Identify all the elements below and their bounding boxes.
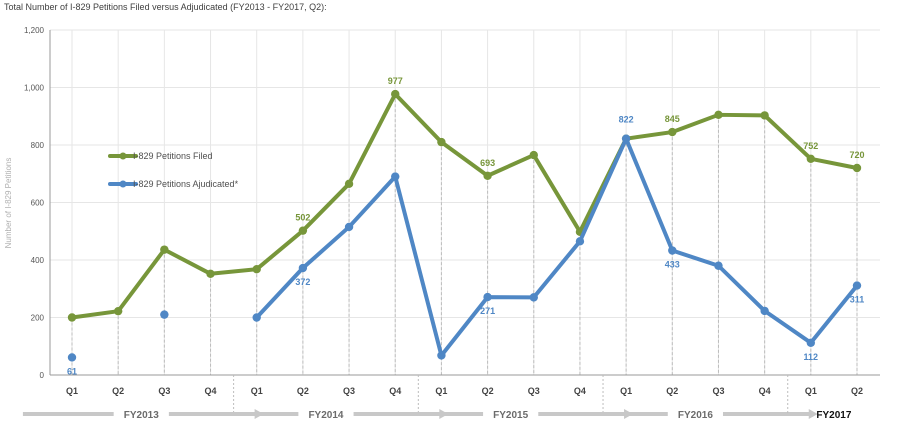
data-label-filed: 845 — [665, 114, 680, 124]
data-label-adjudicated: 433 — [665, 260, 680, 270]
y-tick-label: 400 — [31, 256, 45, 265]
fiscal-year-label: FY2013 — [124, 410, 159, 421]
chart-title: Total Number of I-829 Petitions Filed ve… — [4, 2, 327, 12]
data-point-adjudicated — [529, 293, 538, 302]
y-tick-label: 1,200 — [24, 26, 45, 35]
data-point-adjudicated — [575, 237, 585, 246]
series-line-adjudicated — [254, 136, 859, 358]
data-point-filed — [113, 306, 123, 316]
data-label-adjudicated: 311 — [850, 295, 865, 305]
x-tick-label: Q3 — [343, 386, 355, 396]
x-tick-label: Q1 — [66, 386, 78, 396]
data-label-adjudicated: 372 — [295, 277, 310, 287]
data-label-filed: 977 — [388, 76, 403, 86]
data-point-adjudicated — [483, 292, 492, 302]
fiscal-year-axis: FY2013 FY2014 FY2015 FY2016 FY2017 — [22, 375, 852, 421]
fiscal-year-label: FY2017 — [816, 410, 851, 421]
drop-lines — [71, 94, 858, 375]
data-label-filed: 693 — [480, 158, 495, 168]
y-tick-label: 1,000 — [24, 84, 45, 93]
data-label-adjudicated: 112 — [804, 352, 819, 362]
fiscal-year-label: FY2014 — [308, 410, 343, 421]
data-point-adjudicated — [852, 281, 862, 290]
y-axis-label: Number of I-829 Petitions — [4, 158, 13, 249]
data-label-adjudicated: 271 — [480, 306, 495, 316]
data-label-filed: 502 — [295, 213, 310, 223]
data-point-filed — [252, 265, 261, 274]
data-point-adjudicated — [437, 351, 446, 360]
x-tick-label: Q2 — [112, 386, 124, 396]
x-tick-label: Q1 — [251, 386, 263, 396]
data-point-filed — [206, 269, 215, 278]
data-point-filed — [852, 163, 862, 173]
data-point-filed — [806, 154, 816, 163]
data-point-adjudicated — [806, 338, 816, 347]
x-tick-label: Q3 — [158, 386, 170, 396]
data-point-adjudicated — [714, 261, 723, 270]
data-point-filed — [160, 245, 169, 254]
data-point-filed — [437, 137, 446, 147]
series-layer — [67, 89, 862, 362]
axes: 0 200 400 600 800 1,000 1,200 Q1 Q2 Q3 Q4 Q1 Q2 Q3 Q4 Q… — [24, 26, 880, 396]
x-tick-label: Q2 — [482, 386, 494, 396]
x-tick-label: Q1 — [805, 386, 817, 396]
data-label-filed: 752 — [803, 141, 818, 151]
x-tick-label: Q4 — [759, 386, 771, 396]
x-tick-label: Q3 — [528, 386, 540, 396]
fiscal-year-label: FY2015 — [493, 410, 528, 421]
data-point-adjudicated — [252, 313, 261, 322]
data-point-adjudicated — [67, 353, 77, 362]
data-point-adjudicated — [760, 306, 769, 316]
y-tick-label: 0 — [40, 371, 45, 380]
data-point-filed — [483, 171, 492, 180]
x-tick-label: Q2 — [297, 386, 309, 396]
x-tick-label: Q2 — [851, 386, 863, 396]
data-point-adjudicated — [621, 134, 631, 143]
data-point-filed — [67, 313, 77, 322]
y-tick-label: 600 — [31, 199, 45, 208]
data-point-filed — [529, 150, 538, 160]
data-label-adjudicated: 61 — [67, 366, 77, 376]
legend-entry: I-829 Petitions Ajudicated* — [133, 179, 239, 189]
data-point-adjudicated — [668, 246, 677, 255]
x-tick-label: Q3 — [712, 386, 724, 396]
x-tick-label: Q4 — [574, 386, 586, 396]
data-point-adjudicated — [160, 310, 169, 319]
x-tick-label: Q2 — [666, 386, 678, 396]
series-line-filed — [70, 92, 859, 320]
fiscal-year-label: FY2016 — [678, 410, 713, 421]
data-point-filed — [760, 111, 769, 120]
legend: I-829 Petitions Filed I-829 Petitions Aju… — [108, 151, 239, 189]
data-point-filed — [668, 127, 677, 137]
data-point-filed — [391, 89, 400, 99]
data-point-filed — [298, 226, 308, 235]
legend-entry: I-829 Petitions Filed — [133, 151, 213, 161]
data-point-filed — [344, 179, 354, 189]
x-tick-label: Q1 — [620, 386, 632, 396]
data-label-filed: 720 — [849, 150, 864, 160]
x-tick-label: Q1 — [435, 386, 447, 396]
x-tick-label: Q4 — [389, 386, 401, 396]
data-point-filed — [714, 110, 723, 120]
x-tick-label: Q4 — [205, 386, 217, 396]
data-labels: 502 977 693 845 752 720 61 372 271 822 433 112 311 — [67, 76, 865, 376]
y-tick-label: 200 — [31, 314, 45, 323]
data-label-adjudicated: 822 — [619, 115, 634, 125]
data-point-adjudicated — [298, 263, 308, 273]
data-point-adjudicated — [391, 172, 400, 181]
fy-arrow-head — [808, 409, 818, 419]
legend-swatch-marker — [119, 180, 127, 188]
data-point-adjudicated — [344, 222, 354, 232]
y-tick-label: 800 — [31, 141, 45, 150]
legend-swatch-marker — [119, 152, 127, 160]
